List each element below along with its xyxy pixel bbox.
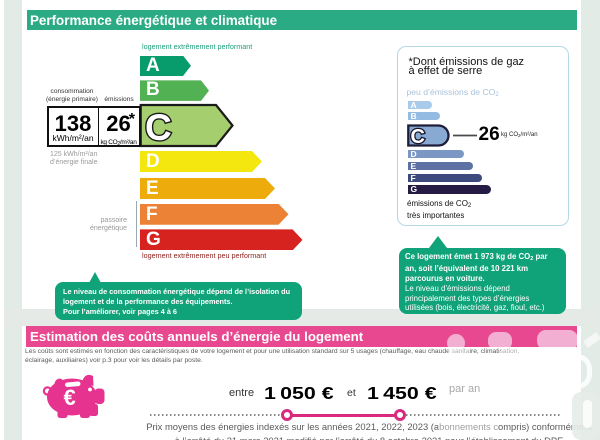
svg-text:C: C — [145, 107, 172, 148]
svg-text:€: € — [64, 385, 76, 410]
svg-text:C: C — [411, 126, 425, 148]
